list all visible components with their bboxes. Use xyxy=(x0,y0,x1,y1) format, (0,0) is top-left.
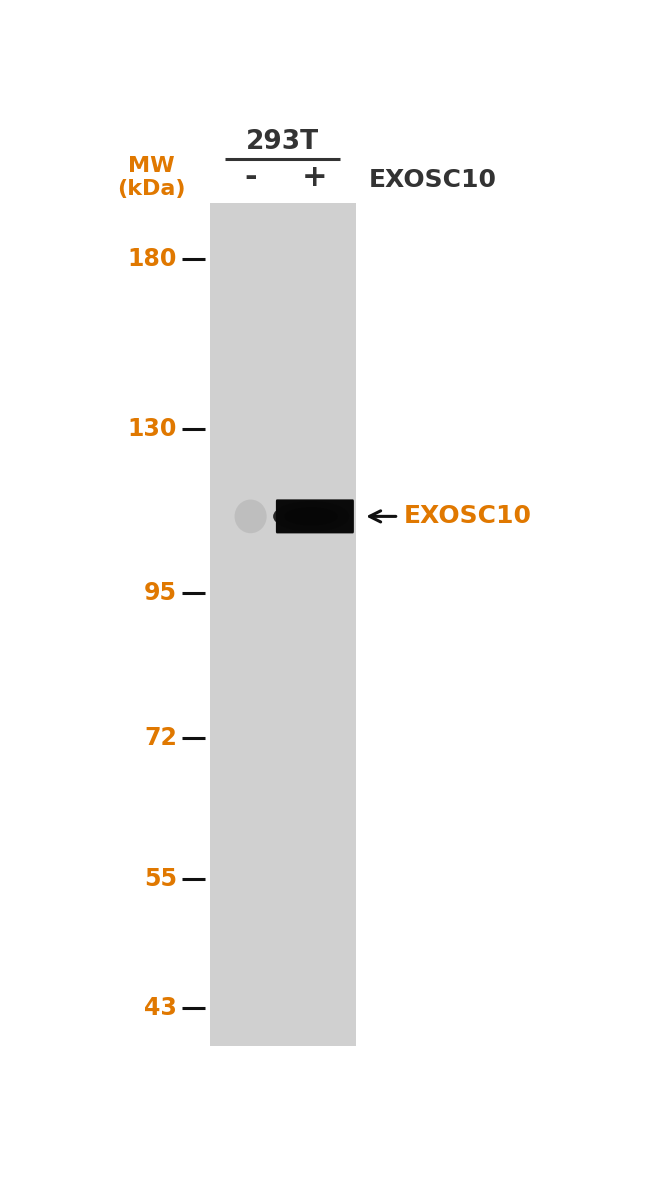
Text: 130: 130 xyxy=(127,417,177,441)
Text: +: + xyxy=(302,164,328,193)
Text: MW
(kDa): MW (kDa) xyxy=(118,155,186,199)
FancyBboxPatch shape xyxy=(210,203,356,1046)
Ellipse shape xyxy=(273,501,349,531)
Text: EXOSC10: EXOSC10 xyxy=(404,505,532,529)
Ellipse shape xyxy=(235,500,266,533)
Text: 95: 95 xyxy=(144,581,177,605)
Text: -: - xyxy=(244,164,257,193)
Text: 43: 43 xyxy=(144,996,177,1020)
Text: 72: 72 xyxy=(144,726,177,750)
Text: EXOSC10: EXOSC10 xyxy=(369,169,497,193)
Text: 180: 180 xyxy=(127,246,177,270)
Text: 293T: 293T xyxy=(246,129,319,155)
FancyBboxPatch shape xyxy=(276,500,354,533)
Ellipse shape xyxy=(285,507,338,525)
Text: 55: 55 xyxy=(144,867,177,891)
